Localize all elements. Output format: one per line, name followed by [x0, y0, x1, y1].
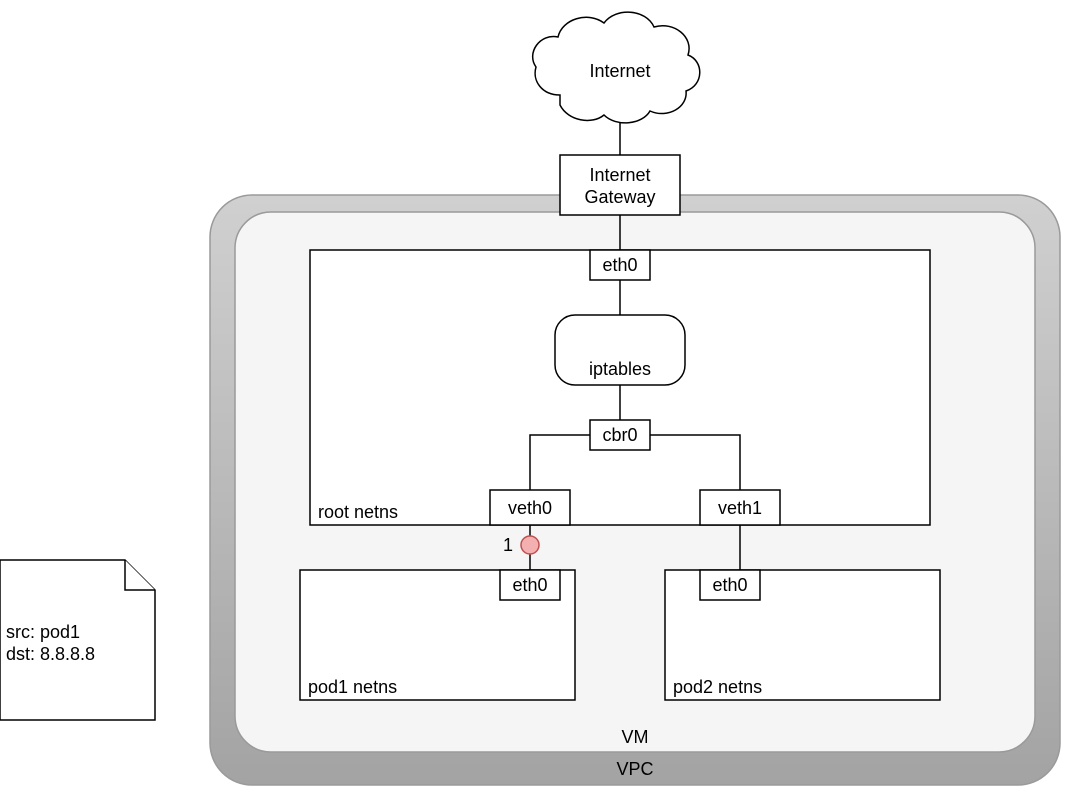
packet-marker-icon: [521, 536, 539, 554]
veth1-label: veth1: [718, 498, 762, 518]
cbr0-label: cbr0: [602, 425, 637, 445]
eth0-pod2-label: eth0: [712, 575, 747, 595]
root-netns-label: root netns: [318, 502, 398, 522]
packet-note: src: pod1 dst: 8.8.8.8: [0, 560, 155, 720]
note-line-1: src: pod1: [6, 622, 80, 642]
vm-label: VM: [622, 727, 649, 747]
igw-label-1: Internet: [589, 165, 650, 185]
eth0-root-label: eth0: [602, 255, 637, 275]
eth0-pod1-label: eth0: [512, 575, 547, 595]
vpc-label: VPC: [616, 759, 653, 779]
packet-marker-label: 1: [503, 535, 513, 555]
internet-label: Internet: [589, 61, 650, 81]
internet-cloud: Internet: [533, 12, 700, 123]
veth0-label: veth0: [508, 498, 552, 518]
iptables-label: iptables: [589, 359, 651, 379]
igw-label-2: Gateway: [584, 187, 655, 207]
note-line-2: dst: 8.8.8.8: [6, 644, 95, 664]
pod1-netns-label: pod1 netns: [308, 677, 397, 697]
pod2-netns-label: pod2 netns: [673, 677, 762, 697]
